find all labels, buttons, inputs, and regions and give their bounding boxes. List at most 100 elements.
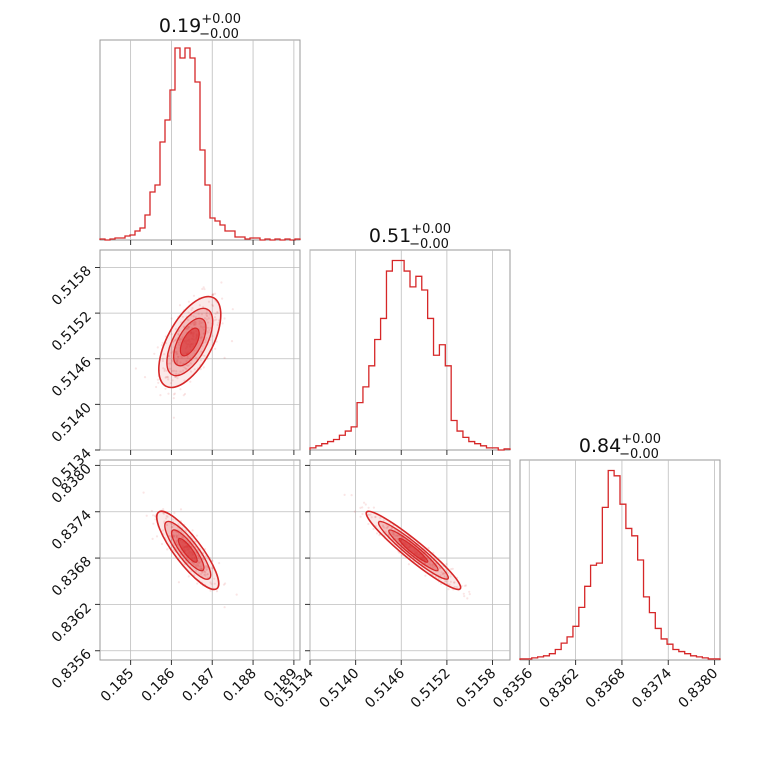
scatter-point: [175, 361, 178, 364]
scatter-point: [202, 332, 205, 335]
scatter-point: [220, 281, 223, 284]
scatter-point: [169, 535, 172, 538]
scatter-point: [183, 392, 187, 396]
scatter-point: [176, 543, 179, 547]
scatter-point: [194, 323, 197, 326]
scatter-point: [207, 321, 210, 324]
scatter-point: [179, 388, 182, 391]
title-param-1: 0.19+0.00 −0.00: [159, 12, 241, 42]
contour-level-4: [398, 537, 429, 563]
scatter-point: [206, 576, 209, 579]
scatter-point: [205, 568, 208, 571]
scatter-point: [142, 491, 145, 494]
scatter-point: [468, 590, 471, 593]
scatter-point: [394, 534, 397, 537]
scatter-point: [177, 332, 180, 335]
scatter-point: [208, 329, 211, 332]
scatter-point: [443, 576, 446, 579]
scatter-point: [183, 379, 186, 382]
scatter-point: [170, 333, 173, 336]
scatter-point: [161, 341, 164, 344]
scatter-point: [204, 567, 207, 570]
scatter-point: [367, 513, 370, 516]
scatter-point: [187, 327, 190, 330]
scatter-point: [172, 393, 175, 396]
scatter-point: [382, 519, 385, 522]
scatter-point: [213, 319, 216, 322]
scatter-point: [190, 309, 193, 312]
scatter-point: [214, 312, 217, 315]
scatter-point: [174, 328, 177, 331]
scatter-point: [174, 339, 177, 342]
scatter-point: [185, 367, 188, 370]
scatter-point: [223, 606, 226, 609]
tick-label-x: 0.5140: [316, 666, 362, 712]
scatter-point: [443, 574, 446, 578]
scatter-point: [197, 556, 200, 559]
scatter-point: [216, 311, 219, 315]
scatter-point: [193, 349, 196, 352]
scatter-point: [390, 527, 393, 530]
scatter-point: [182, 369, 185, 372]
scatter-point: [171, 359, 174, 362]
scatter-point: [172, 369, 175, 372]
scatter-point: [442, 572, 445, 575]
scatter-point: [212, 293, 215, 296]
scatter-point: [463, 595, 466, 598]
scatter-point: [432, 566, 435, 569]
scatter-point: [173, 392, 176, 395]
scatter-point: [391, 531, 395, 534]
panel-frame: [99, 39, 301, 241]
scatter-point: [175, 352, 178, 355]
scatter-point: [134, 367, 137, 370]
scatter-point: [156, 346, 159, 349]
scatter-point: [165, 514, 168, 518]
scatter-point: [444, 580, 447, 583]
scatter-point: [367, 522, 370, 526]
histogram-line: [519, 469, 721, 660]
scatter-point: [172, 535, 176, 538]
tick-label-x: 0.5152: [408, 666, 454, 712]
scatter-point: [203, 317, 207, 320]
scatter-point: [177, 534, 180, 537]
scatter-point: [183, 563, 186, 566]
scatter-point: [211, 335, 214, 338]
scatter-point: [204, 341, 207, 344]
scatter-point: [187, 300, 190, 303]
scatter-point: [185, 556, 188, 559]
scatter-point: [206, 573, 209, 576]
scatter-point: [212, 293, 215, 296]
scatter-point: [367, 506, 370, 509]
scatter-point: [175, 536, 178, 539]
scatter-point: [201, 557, 204, 560]
scatter-point: [203, 288, 206, 291]
panel-frame: [519, 459, 721, 661]
scatter-point: [152, 514, 155, 517]
scatter-point: [163, 353, 166, 356]
scatter-point: [175, 539, 178, 542]
scatter-point: [170, 351, 173, 354]
scatter-point: [176, 353, 179, 356]
scatter-point: [203, 569, 206, 573]
scatter-point: [171, 525, 174, 529]
scatter-point: [175, 534, 178, 538]
scatter-point: [154, 515, 157, 518]
tick-label-y: 0.8356: [49, 646, 95, 692]
scatter-point: [198, 557, 201, 560]
scatter-point: [179, 355, 182, 358]
scatter-point: [437, 565, 440, 569]
scatter-point: [188, 364, 191, 367]
scatter-point: [163, 369, 166, 372]
scatter-point: [211, 304, 215, 308]
scatter-point: [194, 540, 197, 543]
scatter-point: [180, 356, 184, 359]
scatter-point: [153, 352, 156, 355]
scatter-point: [166, 523, 169, 527]
scatter-point: [189, 362, 193, 365]
scatter-point: [189, 380, 192, 383]
scatter-point: [207, 331, 210, 334]
scatter-point: [453, 585, 456, 589]
contour-level-4: [179, 327, 200, 357]
scatter-point: [202, 366, 205, 369]
scatter-point: [206, 315, 209, 318]
